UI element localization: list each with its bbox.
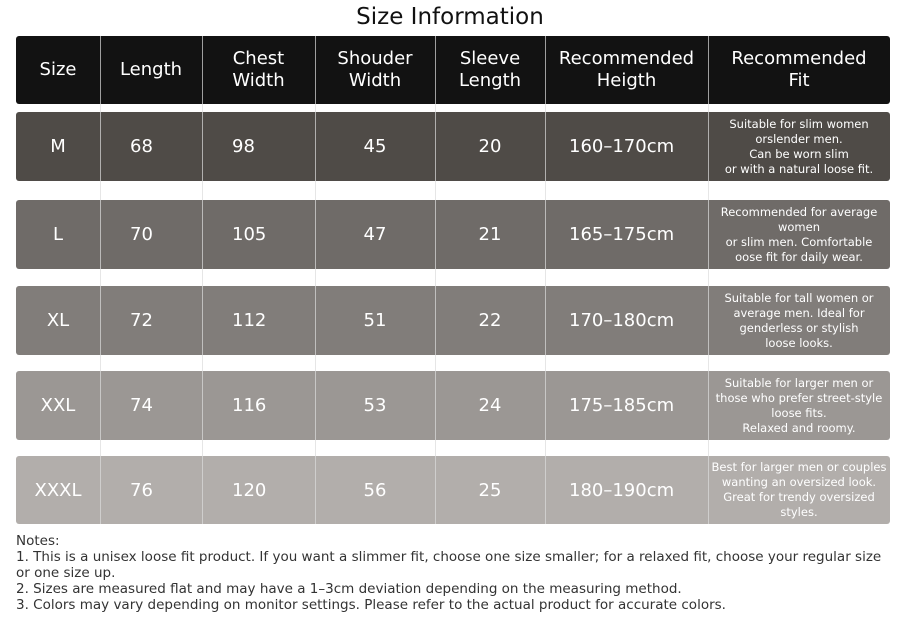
notes: Notes: 1. This is a unisex loose fit pro… xyxy=(16,533,886,613)
column-divider xyxy=(545,36,546,524)
header-cell: Recommended Heigth xyxy=(558,48,695,91)
table-cell: 175–185cm xyxy=(569,395,675,416)
table-cell: 22 xyxy=(478,310,502,331)
table-row xyxy=(16,456,890,524)
header-cell: Sleeve Length xyxy=(458,48,522,91)
table-cell: 53 xyxy=(363,395,387,416)
table-row xyxy=(16,200,890,269)
table-cell: 74 xyxy=(130,395,153,416)
table-cell: 112 xyxy=(232,310,267,331)
header-cell: Size xyxy=(39,59,77,80)
column-divider xyxy=(100,36,101,524)
table-row xyxy=(16,371,890,440)
table-cell: 98 xyxy=(232,136,255,157)
table-cell: XXL xyxy=(40,395,76,416)
table-cell: 47 xyxy=(363,224,387,245)
table-cell: 25 xyxy=(478,479,502,501)
table-cell: 180–190cm xyxy=(569,479,675,501)
table-cell: 24 xyxy=(478,395,502,416)
table-row xyxy=(16,286,890,355)
note-list: 1. This is a unisex loose fit product. I… xyxy=(16,549,886,613)
table-cell: 170–180cm xyxy=(569,310,675,331)
table-cell: 105 xyxy=(232,224,267,245)
table-cell: XXXL xyxy=(34,479,82,501)
note-item: 3. Colors may vary depending on monitor … xyxy=(16,597,726,613)
column-divider xyxy=(435,36,436,524)
note-item: 1. This is a unisex loose fit product. I… xyxy=(16,549,882,581)
notes-heading: Notes: xyxy=(16,533,60,549)
fit-description: Recommended for average women or slim me… xyxy=(720,204,878,264)
table-cell: M xyxy=(50,136,66,157)
table-cell: 120 xyxy=(232,479,267,501)
title: Size Information xyxy=(356,4,544,30)
table-cell: 72 xyxy=(130,310,153,331)
table-cell: 76 xyxy=(130,479,153,501)
note-item: 2. Sizes are measured flat and may have … xyxy=(16,581,682,597)
table-cell: 160–170cm xyxy=(569,136,675,157)
column-divider xyxy=(202,36,203,524)
header-cell: Length xyxy=(119,59,183,80)
table-cell: 70 xyxy=(130,224,153,245)
fit-description: Suitable for tall women or average men. … xyxy=(724,290,874,350)
table-cell: 68 xyxy=(130,136,153,157)
table-cell: XL xyxy=(46,310,70,331)
table-cell: 45 xyxy=(363,136,387,157)
header-cell: Shouder Width xyxy=(337,48,413,91)
fit-description: Suitable for slim women orslender men. C… xyxy=(724,116,874,176)
header-row xyxy=(16,36,890,104)
table-row xyxy=(16,112,890,181)
header-cell: Recommended Fit xyxy=(731,48,867,91)
table-cell: 20 xyxy=(478,136,502,157)
table-cell: 116 xyxy=(232,395,267,416)
column-divider xyxy=(315,36,316,524)
table-cell: 56 xyxy=(363,479,387,501)
table-cell: 21 xyxy=(478,224,502,245)
fit-description: Best for larger men or couples wanting a… xyxy=(711,460,887,519)
table-cell: 51 xyxy=(363,310,387,331)
table-cell: 165–175cm xyxy=(569,224,675,245)
header-cell: Chest Width xyxy=(232,48,285,91)
fit-description: Suitable for larger men or those who pre… xyxy=(715,375,883,435)
column-divider xyxy=(708,36,709,524)
table-cell: L xyxy=(52,224,64,245)
